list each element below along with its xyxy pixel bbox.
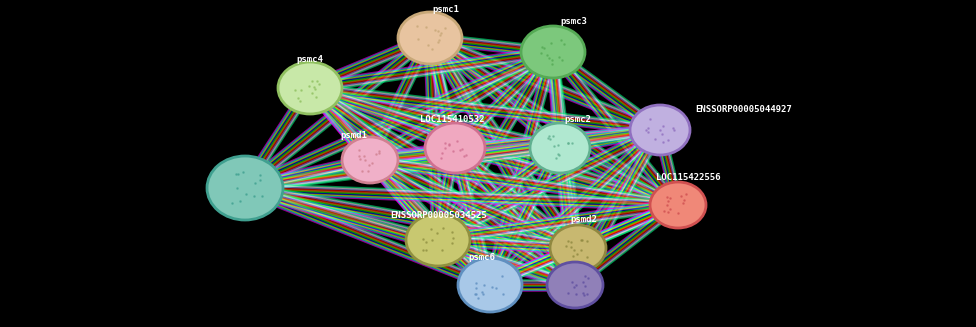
Ellipse shape <box>458 258 522 312</box>
Text: psmc3: psmc3 <box>560 18 587 26</box>
Ellipse shape <box>207 156 283 220</box>
Ellipse shape <box>650 182 706 228</box>
Ellipse shape <box>425 123 485 173</box>
Text: ENSSORP00005034525: ENSSORP00005034525 <box>390 211 487 219</box>
Text: psmc6: psmc6 <box>468 253 495 263</box>
Ellipse shape <box>342 137 398 183</box>
Text: LOC115422556: LOC115422556 <box>656 174 720 182</box>
Ellipse shape <box>521 26 585 78</box>
Ellipse shape <box>278 62 342 114</box>
Text: psmc2: psmc2 <box>564 115 590 125</box>
Ellipse shape <box>530 123 590 173</box>
Text: psmc1: psmc1 <box>432 6 459 14</box>
Text: ENSSORP00005044927: ENSSORP00005044927 <box>695 106 792 114</box>
Ellipse shape <box>550 225 606 271</box>
Ellipse shape <box>398 12 462 64</box>
Text: psmd1: psmd1 <box>340 130 367 140</box>
Ellipse shape <box>406 214 470 266</box>
Text: LOC115410532: LOC115410532 <box>420 115 484 125</box>
Text: psmd2: psmd2 <box>570 215 597 225</box>
Text: psmc4: psmc4 <box>296 56 323 64</box>
Ellipse shape <box>630 105 690 155</box>
Ellipse shape <box>547 262 603 308</box>
